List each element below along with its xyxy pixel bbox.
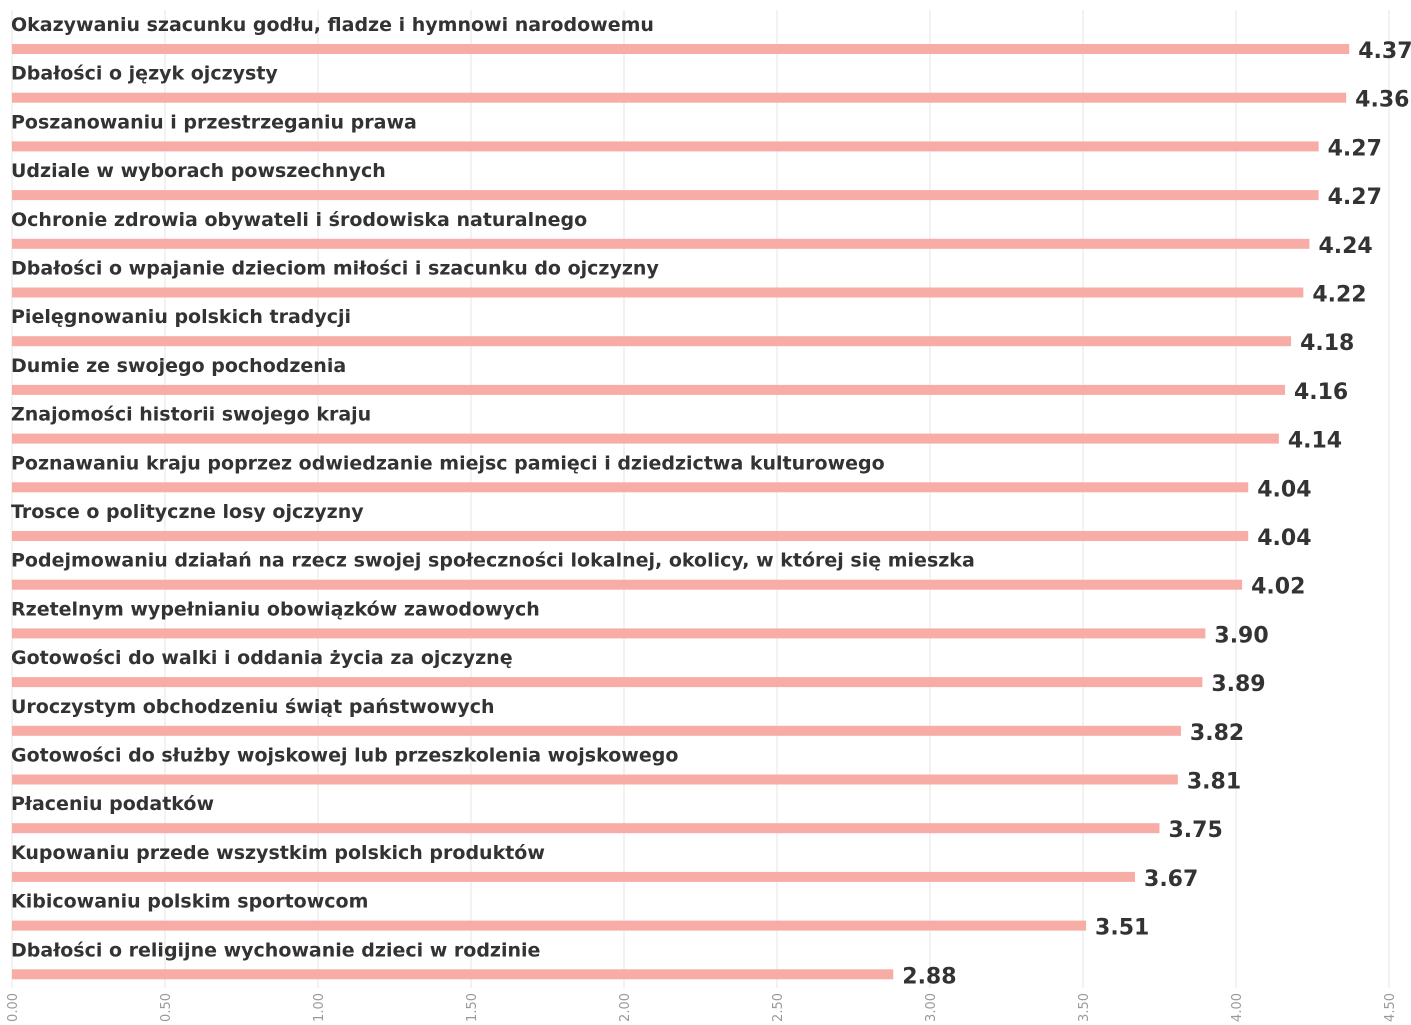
value-label: 4.04 [1257,477,1311,502]
category-label: Uroczystym obchodzeniu świąt państwowych [11,696,495,718]
x-tick-label: 4.00 [1230,993,1245,1022]
x-tick-label: 0.50 [159,993,174,1022]
x-tick-label: 2.00 [618,993,633,1022]
value-label: 4.24 [1318,234,1372,259]
category-label: Gotowości do służby wojskowej lub przesz… [11,745,678,767]
bar [12,141,1319,152]
bar [12,725,1181,736]
bar [12,92,1347,103]
value-label: 4.27 [1328,185,1382,210]
category-label: Kibicowaniu polskim sportowcom [11,891,368,913]
bar [12,677,1203,688]
bar [12,579,1243,590]
value-label: 4.16 [1294,380,1348,405]
category-label: Kupowaniu przede wszystkim polskich prod… [11,842,545,864]
category-label: Gotowości do walki i oddania życia za oj… [11,647,513,669]
category-label: Pielęgnowaniu polskich tradycji [11,306,351,328]
x-tick-label: 1.00 [312,993,327,1022]
value-label: 3.90 [1214,623,1268,648]
bar [12,336,1292,347]
bar [12,774,1178,785]
value-label: 4.04 [1257,526,1311,551]
value-label: 3.51 [1095,916,1149,941]
category-label: Trosce o polityczne losy ojczyzny [11,501,364,523]
category-label: Dumie ze swojego pochodzenia [11,355,346,377]
value-label: 4.37 [1358,39,1411,64]
value-label: 4.02 [1251,575,1305,600]
category-label: Znajomości historii swojego kraju [11,404,371,426]
bar [12,823,1160,834]
bar [12,628,1206,639]
x-tick-label: 3.00 [924,993,939,1022]
value-label: 3.75 [1169,818,1223,843]
bar [12,190,1319,201]
category-label: Okazywaniu szacunku godłu, fladze i hymn… [11,14,654,36]
bar [12,871,1136,882]
category-label: Dbałości o religijne wychowanie dzieci w… [11,939,540,961]
value-label: 3.89 [1211,672,1265,697]
bar [12,969,894,980]
bar [12,287,1304,298]
category-label: Rzetelnym wypełnianiu obowiązków zawodow… [11,598,540,620]
value-label: 2.88 [902,964,956,989]
category-label: Dbałości o wpajanie dzieciom miłości i s… [11,258,659,280]
bar [12,482,1249,493]
value-label: 4.22 [1312,283,1366,308]
category-label: Dbałości o język ojczysty [11,63,278,85]
value-label: 4.27 [1328,136,1382,161]
x-tick-label: 4.50 [1383,993,1398,1022]
category-label: Podejmowaniu działań na rzecz swojej spo… [11,550,975,572]
bar [12,920,1087,931]
bar [12,44,1350,54]
bar [12,531,1249,541]
value-label: 4.18 [1300,331,1354,356]
value-label: 4.14 [1288,429,1342,454]
category-label: Ochronie zdrowia obywateli i środowiska … [11,209,587,231]
x-tick-label: 1.50 [465,993,480,1022]
category-label: Poszanowaniu i przestrzeganiu prawa [11,111,417,133]
x-tick-label: 2.50 [771,993,786,1022]
x-tick-label: 3.50 [1077,993,1092,1022]
x-tick-label: 0.00 [6,993,21,1022]
value-label: 3.81 [1187,770,1241,795]
category-label: Udziale w wyborach powszechnych [11,160,386,182]
bar [12,433,1279,444]
bar [12,384,1285,395]
value-label: 4.36 [1355,88,1409,113]
bar [12,238,1310,249]
category-label: Płaceniu podatków [11,793,214,815]
value-label: 3.82 [1190,721,1244,746]
category-label: Poznawaniu kraju poprzez odwiedzanie mie… [11,452,885,474]
value-label: 3.67 [1144,867,1198,892]
